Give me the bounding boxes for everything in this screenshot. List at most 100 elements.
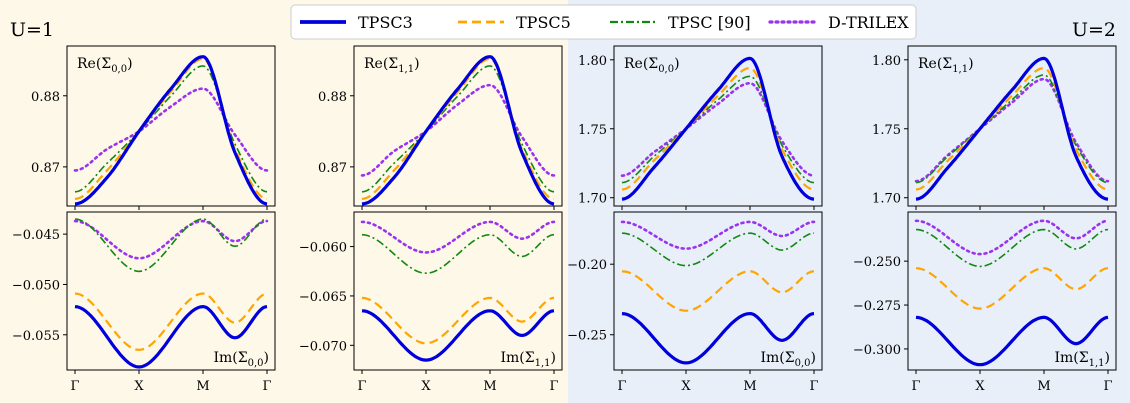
panel-title: Im(Σ0,0)	[213, 350, 269, 369]
y-tick-label: −0.275	[853, 299, 901, 314]
panel-1: −0.055 −0.050 −0.045 Γ X M Γ Im(Σ0,0)	[12, 211, 276, 394]
series-line-tpsc5	[74, 292, 268, 352]
series-line-tpsc5	[361, 296, 555, 345]
plot-frame	[353, 45, 563, 207]
panel-0: 0.87 0.88 Re(Σ0,0)	[31, 45, 276, 210]
panel-4: 1.70 1.75 1.80 Re(Σ0,0)	[578, 45, 823, 210]
panel-2: 0.87 0.88 Re(Σ1,1)	[318, 45, 563, 210]
series-line-tpsc3	[361, 55, 555, 206]
x-tick-label: X	[681, 379, 691, 394]
plot-frame	[613, 45, 823, 207]
series-line-tpsc3	[74, 55, 268, 206]
y-tick-label: −0.045	[12, 228, 60, 243]
plot-frame	[66, 211, 276, 371]
panel-6: 1.70 1.75 1.80 Re(Σ1,1)	[872, 45, 1117, 210]
series-line-d-trilex	[620, 81, 816, 177]
y-tick-label: 1.80	[872, 54, 901, 69]
x-tick-label: Γ	[617, 379, 626, 394]
legend-entry: TPSC5	[458, 13, 571, 32]
series-line-tpsc3	[621, 311, 815, 365]
y-tick-label: 1.75	[872, 123, 901, 138]
x-tick-label: M	[1037, 379, 1050, 394]
x-tick-label: M	[483, 379, 496, 394]
y-tick-label: −0.300	[853, 343, 901, 358]
series-line-d-trilex	[914, 77, 1110, 183]
x-tick-label: Γ	[549, 379, 558, 394]
y-tick-label: 1.75	[578, 123, 607, 138]
x-tick-label: Γ	[809, 379, 818, 394]
series-line-tpsc3	[361, 309, 555, 362]
group-label-u2: U=2	[1072, 19, 1116, 41]
panel-title: Re(Σ0,0)	[77, 56, 133, 75]
series-line-tpsc3	[74, 304, 268, 369]
y-tick-label: 0.88	[318, 90, 347, 105]
series-line-d-trilex	[360, 83, 556, 177]
panel-title: Re(Σ0,0)	[624, 56, 680, 75]
panel-title: Re(Σ1,1)	[364, 56, 420, 75]
legend: TPSC3 TPSC5 TPSC [90] D-TRILEX	[290, 4, 917, 40]
legend-label: TPSC5	[516, 13, 571, 32]
y-tick-label: −0.050	[12, 278, 60, 293]
series-line-tpsc-90	[915, 228, 1109, 268]
legend-box	[290, 4, 917, 40]
legend-entry: D-TRILEX	[768, 13, 909, 32]
series-line-d-trilex	[914, 219, 1110, 256]
y-tick-label: −0.065	[299, 290, 347, 305]
x-tick-label: X	[421, 379, 431, 394]
plot-frame	[66, 45, 276, 207]
panel-title: Re(Σ1,1)	[918, 56, 974, 75]
series-line-d-trilex	[73, 219, 269, 260]
series-line-d-trilex	[620, 220, 816, 251]
legend-entry: TPSC [90]	[610, 13, 751, 32]
series-line-tpsc-90	[74, 218, 268, 273]
series-line-tpsc5	[916, 66, 1109, 191]
y-tick-label: 1.70	[578, 192, 607, 207]
x-tick-label: Γ	[911, 379, 920, 394]
y-tick-label: 1.80	[578, 54, 607, 69]
x-tick-label: X	[975, 379, 985, 394]
y-tick-label: −0.060	[299, 241, 347, 256]
series-line-tpsc5	[915, 267, 1109, 310]
y-tick-label: −0.055	[12, 329, 60, 344]
panel-5: −0.25 −0.20 Γ X M Γ Im(Σ0,0)	[567, 211, 823, 394]
x-tick-label: M	[196, 379, 209, 394]
y-tick-label: −0.20	[567, 258, 607, 273]
legend-label: TPSC3	[358, 13, 413, 32]
y-tick-label: 0.87	[31, 161, 60, 176]
y-tick-label: −0.250	[853, 255, 901, 270]
x-tick-label: X	[134, 379, 144, 394]
series-line-tpsc5	[74, 57, 268, 200]
series-line-tpsc5	[361, 57, 555, 200]
y-tick-label: 0.88	[31, 90, 60, 105]
legend-label: TPSC [90]	[668, 13, 751, 32]
series-line-tpsc3	[915, 315, 1109, 367]
series-line-tpsc-90	[361, 65, 555, 193]
x-tick-label: Γ	[357, 379, 366, 394]
series-line-tpsc3	[621, 56, 815, 201]
y-tick-label: 1.70	[872, 192, 901, 207]
series-line-tpsc-90	[621, 232, 814, 267]
x-tick-label: Γ	[262, 379, 271, 394]
x-tick-label: Γ	[70, 379, 79, 394]
y-tick-label: −0.25	[567, 329, 607, 344]
legend-entry: TPSC3	[300, 13, 413, 32]
y-tick-label: −0.070	[299, 339, 347, 354]
series-line-d-trilex	[73, 87, 269, 172]
panel-title: Im(Σ0,0)	[760, 350, 816, 369]
series-line-tpsc-90	[621, 75, 815, 184]
group-label-u1: U=1	[10, 19, 54, 41]
panel-title: Im(Σ1,1)	[1054, 350, 1110, 369]
series-line-tpsc3	[915, 56, 1109, 201]
x-tick-label: Γ	[1103, 379, 1112, 394]
series-line-tpsc-90	[361, 233, 555, 275]
plot-frame	[907, 45, 1117, 207]
panel-7: −0.300 −0.275 −0.250 Γ X M Γ Im(Σ1,1)	[853, 211, 1117, 394]
y-tick-label: 0.87	[318, 161, 347, 176]
series-line-tpsc-90	[74, 65, 268, 193]
x-tick-label: M	[743, 379, 756, 394]
series-line-tpsc-90	[915, 74, 1109, 184]
legend-label: D-TRILEX	[828, 13, 909, 32]
panel-3: −0.070 −0.065 −0.060 Γ X M Γ Im(Σ1,1)	[299, 211, 563, 394]
panels: 0.87 0.88 Re(Σ0,0) −0.055 −0.050 −0.045 Γ X M Γ Im…	[12, 45, 1117, 394]
